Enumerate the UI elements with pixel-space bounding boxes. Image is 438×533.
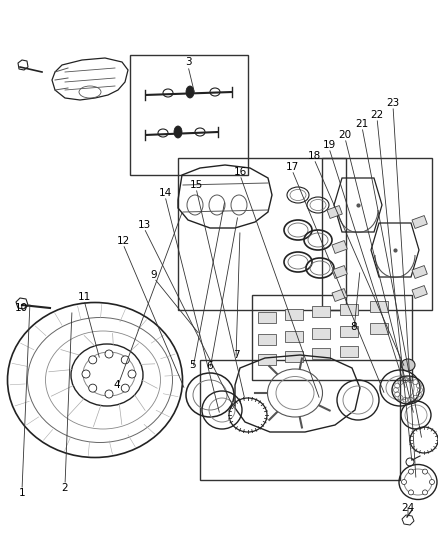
Circle shape xyxy=(89,384,97,392)
Circle shape xyxy=(128,370,136,378)
Text: 23: 23 xyxy=(386,98,399,108)
Bar xyxy=(412,286,427,298)
Bar xyxy=(340,304,358,315)
Bar xyxy=(285,331,303,342)
Text: 18: 18 xyxy=(307,151,321,161)
Bar xyxy=(258,354,276,365)
Text: 20: 20 xyxy=(339,130,352,140)
Text: 15: 15 xyxy=(189,180,203,190)
Circle shape xyxy=(82,370,90,378)
Bar xyxy=(412,215,427,229)
Circle shape xyxy=(121,356,129,364)
Text: 1: 1 xyxy=(19,488,25,498)
Text: 14: 14 xyxy=(159,188,172,198)
Bar xyxy=(332,265,347,278)
Circle shape xyxy=(105,390,113,398)
Text: 21: 21 xyxy=(355,119,369,129)
Text: 10: 10 xyxy=(14,303,28,313)
Circle shape xyxy=(105,350,113,358)
Bar xyxy=(370,301,388,312)
Circle shape xyxy=(430,480,434,484)
Text: 6: 6 xyxy=(207,361,213,371)
Circle shape xyxy=(423,469,427,474)
Bar xyxy=(332,240,347,254)
Bar xyxy=(322,158,432,310)
Bar xyxy=(258,312,276,323)
Bar xyxy=(130,55,248,175)
Circle shape xyxy=(89,356,97,364)
Text: 9: 9 xyxy=(151,270,157,280)
Bar xyxy=(412,265,427,278)
Text: 17: 17 xyxy=(286,162,299,172)
Ellipse shape xyxy=(401,359,415,371)
Bar xyxy=(285,309,303,320)
Bar xyxy=(340,326,358,337)
Text: 2: 2 xyxy=(62,483,68,493)
Bar xyxy=(285,351,303,362)
Text: 16: 16 xyxy=(233,167,247,177)
Bar xyxy=(178,158,346,310)
Text: 11: 11 xyxy=(78,292,91,302)
Ellipse shape xyxy=(174,126,182,138)
Text: 13: 13 xyxy=(138,220,151,230)
Bar xyxy=(312,348,330,359)
Text: 8: 8 xyxy=(351,322,357,332)
Ellipse shape xyxy=(186,86,194,98)
Text: 22: 22 xyxy=(371,110,384,120)
Text: 5: 5 xyxy=(190,360,196,370)
Bar xyxy=(332,288,347,302)
Circle shape xyxy=(402,480,406,484)
Circle shape xyxy=(423,490,427,495)
Bar xyxy=(327,206,342,219)
Text: 4: 4 xyxy=(114,380,120,390)
Text: 19: 19 xyxy=(322,140,336,150)
Text: 3: 3 xyxy=(185,57,191,67)
Bar xyxy=(340,346,358,357)
Text: 12: 12 xyxy=(117,236,130,246)
Bar xyxy=(200,360,400,480)
Bar xyxy=(370,323,388,334)
Bar xyxy=(312,328,330,339)
Text: 24: 24 xyxy=(401,503,415,513)
Bar xyxy=(252,295,412,380)
Bar xyxy=(258,334,276,345)
Bar xyxy=(312,306,330,317)
Text: 7: 7 xyxy=(233,350,239,360)
Circle shape xyxy=(121,384,129,392)
Circle shape xyxy=(409,490,413,495)
Circle shape xyxy=(409,469,413,474)
